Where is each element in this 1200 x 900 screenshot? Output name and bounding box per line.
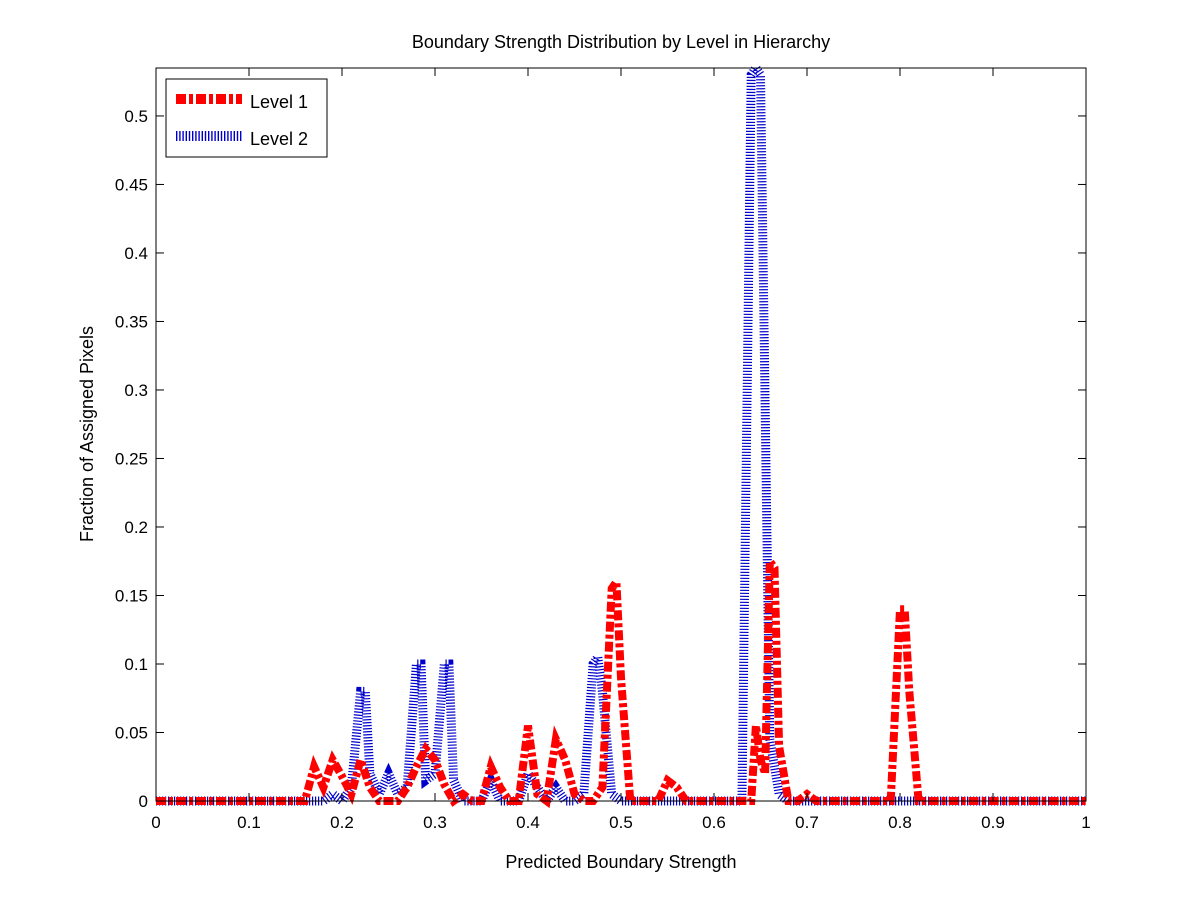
- y-tick-label: 0.45: [115, 175, 148, 194]
- y-tick-label: 0.05: [115, 723, 148, 742]
- x-tick-label: 0.8: [888, 813, 912, 832]
- x-tick-label: 0.9: [981, 813, 1005, 832]
- x-axis: 0 0.1 0.2 0.3 0.4 0.5 0.6 0.7 0.8 0.9 1: [151, 68, 1091, 832]
- series-layer: [156, 59, 1086, 810]
- chart-title: Boundary Strength Distribution by Level …: [412, 32, 830, 52]
- x-axis-label: Predicted Boundary Strength: [505, 852, 736, 872]
- y-tick-label: 0.35: [115, 312, 148, 331]
- legend-label-level-2: Level 2: [250, 129, 308, 149]
- y-tick-label: 0.2: [124, 518, 148, 537]
- legend-label-level-1: Level 1: [250, 92, 308, 112]
- x-tick-label: 0: [151, 813, 160, 832]
- y-tick-label: 0.1: [124, 655, 148, 674]
- x-tick-label: 1: [1081, 813, 1090, 832]
- y-tick-label: 0.5: [124, 107, 148, 126]
- y-tick-label: 0.3: [124, 381, 148, 400]
- y-tick-label: 0.4: [124, 244, 148, 263]
- x-tick-label: 0.1: [237, 813, 261, 832]
- x-tick-label: 0.6: [702, 813, 726, 832]
- x-tick-label: 0.3: [423, 813, 447, 832]
- y-axis: 0 0.05 0.1 0.15 0.2 0.25 0.3 0.35 0.4 0.45 0.5: [115, 107, 1086, 811]
- y-axis-label: Fraction of Assigned Pixels: [77, 326, 97, 542]
- y-tick-label: 0.25: [115, 449, 148, 468]
- x-tick-label: 0.5: [609, 813, 633, 832]
- series-line-level-2: [156, 59, 1086, 810]
- x-tick-label: 0.2: [330, 813, 354, 832]
- legend: Level 1 Level 2: [165, 78, 328, 158]
- y-tick-label: 0.15: [115, 586, 148, 605]
- x-tick-label: 0.7: [795, 813, 819, 832]
- legend-box: [165, 78, 328, 158]
- y-tick-label: 0: [139, 792, 148, 811]
- series-line-level-1: [156, 548, 1086, 809]
- x-tick-label: 0.4: [516, 813, 540, 832]
